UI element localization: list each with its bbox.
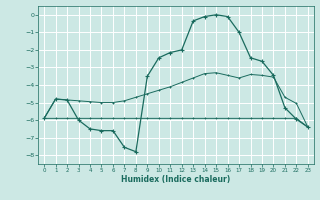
X-axis label: Humidex (Indice chaleur): Humidex (Indice chaleur) (121, 175, 231, 184)
